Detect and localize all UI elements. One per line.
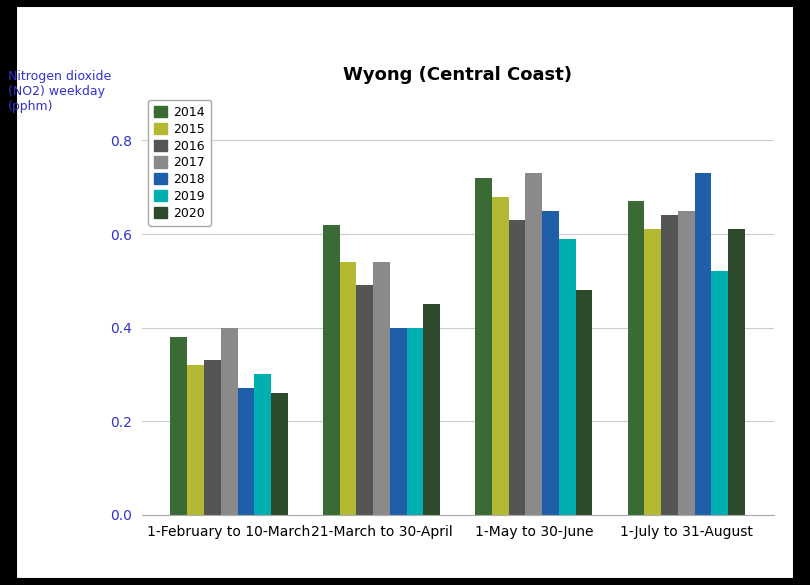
Bar (271, 393, 288, 515)
Bar (237, 388, 254, 515)
Bar (628, 201, 644, 515)
Bar (526, 173, 542, 515)
Bar (424, 304, 440, 515)
Bar (204, 360, 221, 515)
Bar (559, 239, 576, 515)
Text: Nitrogen dioxide
(NO2) weekday
(pphm): Nitrogen dioxide (NO2) weekday (pphm) (8, 70, 111, 113)
Bar (475, 178, 492, 515)
Bar (492, 197, 509, 515)
Bar (187, 365, 204, 515)
Bar (661, 215, 678, 515)
Bar (390, 328, 407, 515)
Bar (407, 328, 424, 515)
Bar (576, 290, 592, 515)
Title: Wyong (Central Coast): Wyong (Central Coast) (343, 66, 572, 84)
Bar (644, 229, 661, 515)
Bar (254, 374, 271, 515)
Bar (694, 173, 711, 515)
Bar (542, 211, 559, 515)
Legend: 2014, 2015, 2016, 2017, 2018, 2019, 2020: 2014, 2015, 2016, 2017, 2018, 2019, 2020 (148, 100, 211, 226)
Bar (323, 225, 339, 515)
Bar (728, 229, 745, 515)
Bar (170, 337, 187, 515)
Bar (711, 271, 728, 515)
Bar (509, 220, 526, 515)
Bar (221, 328, 237, 515)
Bar (373, 262, 390, 515)
Bar (678, 211, 694, 515)
Bar (339, 262, 356, 515)
Bar (356, 285, 373, 515)
